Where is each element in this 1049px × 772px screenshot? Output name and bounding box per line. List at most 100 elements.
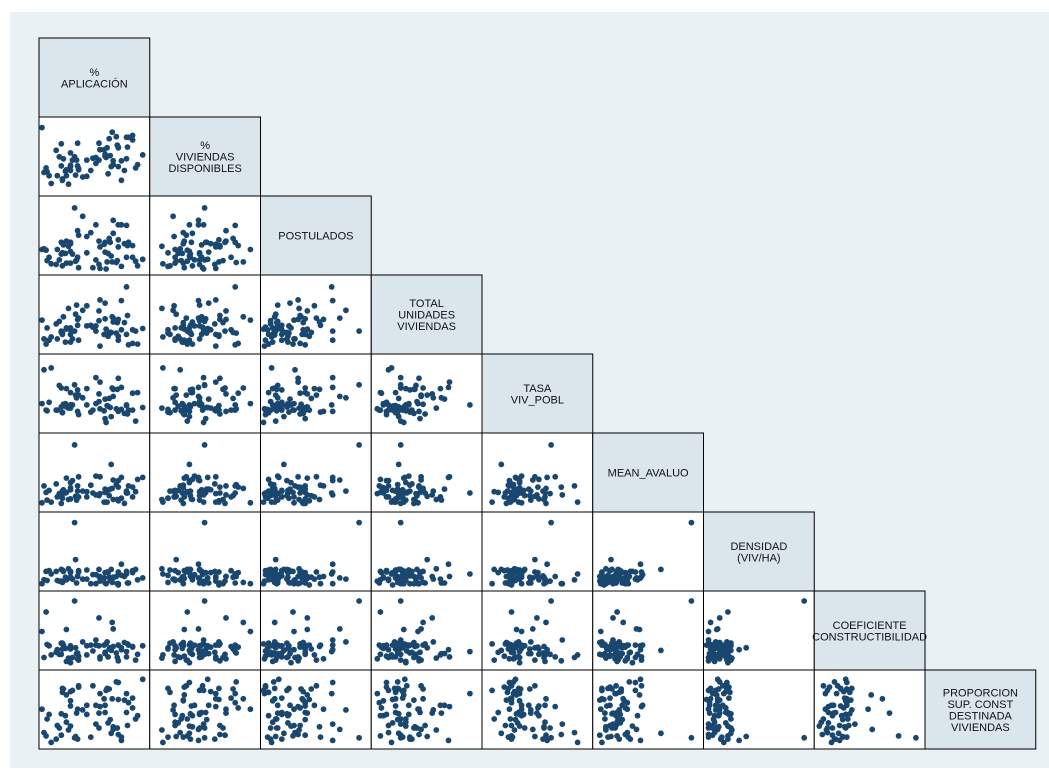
data-point: [172, 642, 179, 649]
data-point: [842, 725, 849, 731]
data-point: [418, 392, 424, 398]
data-point: [129, 569, 136, 576]
data-point: [599, 685, 605, 692]
scatter-panel-4-0: [38, 353, 151, 434]
data-point: [336, 477, 343, 483]
data-point: [298, 686, 304, 692]
data-point: [170, 213, 177, 220]
data-point: [114, 142, 121, 149]
data-point: [612, 655, 618, 662]
data-point: [65, 655, 72, 661]
data-point: [392, 488, 399, 494]
data-point: [278, 337, 285, 344]
data-point: [291, 646, 297, 653]
data-point: [195, 384, 202, 391]
data-point: [83, 385, 90, 392]
data-point: [548, 442, 554, 448]
data-point: [139, 676, 146, 683]
data-point: [420, 385, 426, 391]
data-point: [183, 392, 190, 398]
data-point: [39, 400, 45, 407]
data-point: [718, 734, 725, 740]
data-point: [865, 706, 871, 713]
data-point: [637, 642, 644, 649]
data-point: [383, 653, 390, 660]
data-point: [728, 716, 734, 722]
data-point: [610, 615, 616, 621]
data-point: [110, 477, 117, 483]
data-point: [261, 578, 268, 584]
data-point: [230, 395, 237, 402]
data-point: [72, 172, 79, 179]
data-point: [839, 734, 846, 740]
data-point: [67, 642, 74, 649]
data-point: [113, 330, 120, 336]
data-point: [295, 731, 301, 738]
data-point: [67, 248, 74, 255]
data-point: [378, 569, 385, 576]
data-point: [313, 473, 320, 480]
data-point: [212, 244, 219, 250]
data-point: [541, 580, 547, 587]
data-point: [75, 653, 82, 660]
data-point: [275, 474, 282, 481]
data-point: [108, 413, 115, 420]
data-point: [529, 726, 536, 733]
data-point: [596, 732, 603, 739]
data-point: [389, 696, 396, 703]
data-point: [109, 619, 116, 626]
data-point: [329, 642, 336, 648]
data-point: [267, 642, 274, 649]
data-point: [286, 409, 292, 415]
data-point: [265, 409, 272, 416]
data-point: [118, 263, 125, 270]
data-point: [232, 222, 239, 229]
data-point: [388, 652, 395, 658]
data-point: [67, 484, 74, 491]
data-point: [240, 259, 247, 265]
data-point: [67, 339, 74, 345]
data-point: [552, 573, 559, 580]
data-point: [75, 473, 82, 480]
data-point: [196, 257, 203, 263]
data-point: [165, 734, 171, 740]
data-point: [430, 707, 437, 713]
data-point: [491, 488, 498, 495]
data-point: [74, 227, 81, 234]
data-point: [415, 580, 421, 587]
data-point: [93, 323, 99, 329]
data-point: [121, 167, 128, 174]
data-point: [181, 626, 188, 633]
data-point: [378, 705, 385, 711]
data-point: [74, 488, 81, 494]
data-point: [613, 648, 619, 655]
data-point: [446, 654, 453, 660]
data-point: [113, 405, 120, 412]
data-point: [186, 413, 193, 420]
data-point: [281, 413, 287, 420]
data-point: [233, 330, 240, 336]
data-point: [424, 392, 431, 398]
data-point: [291, 336, 297, 342]
data-point: [504, 567, 511, 573]
data-point: [329, 374, 336, 381]
data-point: [65, 181, 72, 188]
data-point: [115, 221, 122, 228]
data-point: [123, 331, 130, 338]
data-point: [114, 257, 121, 264]
data-point: [402, 659, 409, 666]
data-point: [328, 690, 335, 697]
data-point: [196, 249, 203, 256]
data-point: [317, 482, 324, 489]
data-point: [180, 482, 187, 489]
data-point: [187, 251, 194, 257]
data-point: [223, 615, 229, 621]
data-point: [172, 487, 179, 494]
data-point: [74, 483, 81, 489]
data-point: [287, 702, 293, 709]
data-point: [62, 339, 69, 345]
data-point: [491, 657, 498, 663]
data-point: [223, 573, 229, 580]
data-point: [187, 710, 194, 717]
data-point: [262, 653, 269, 660]
